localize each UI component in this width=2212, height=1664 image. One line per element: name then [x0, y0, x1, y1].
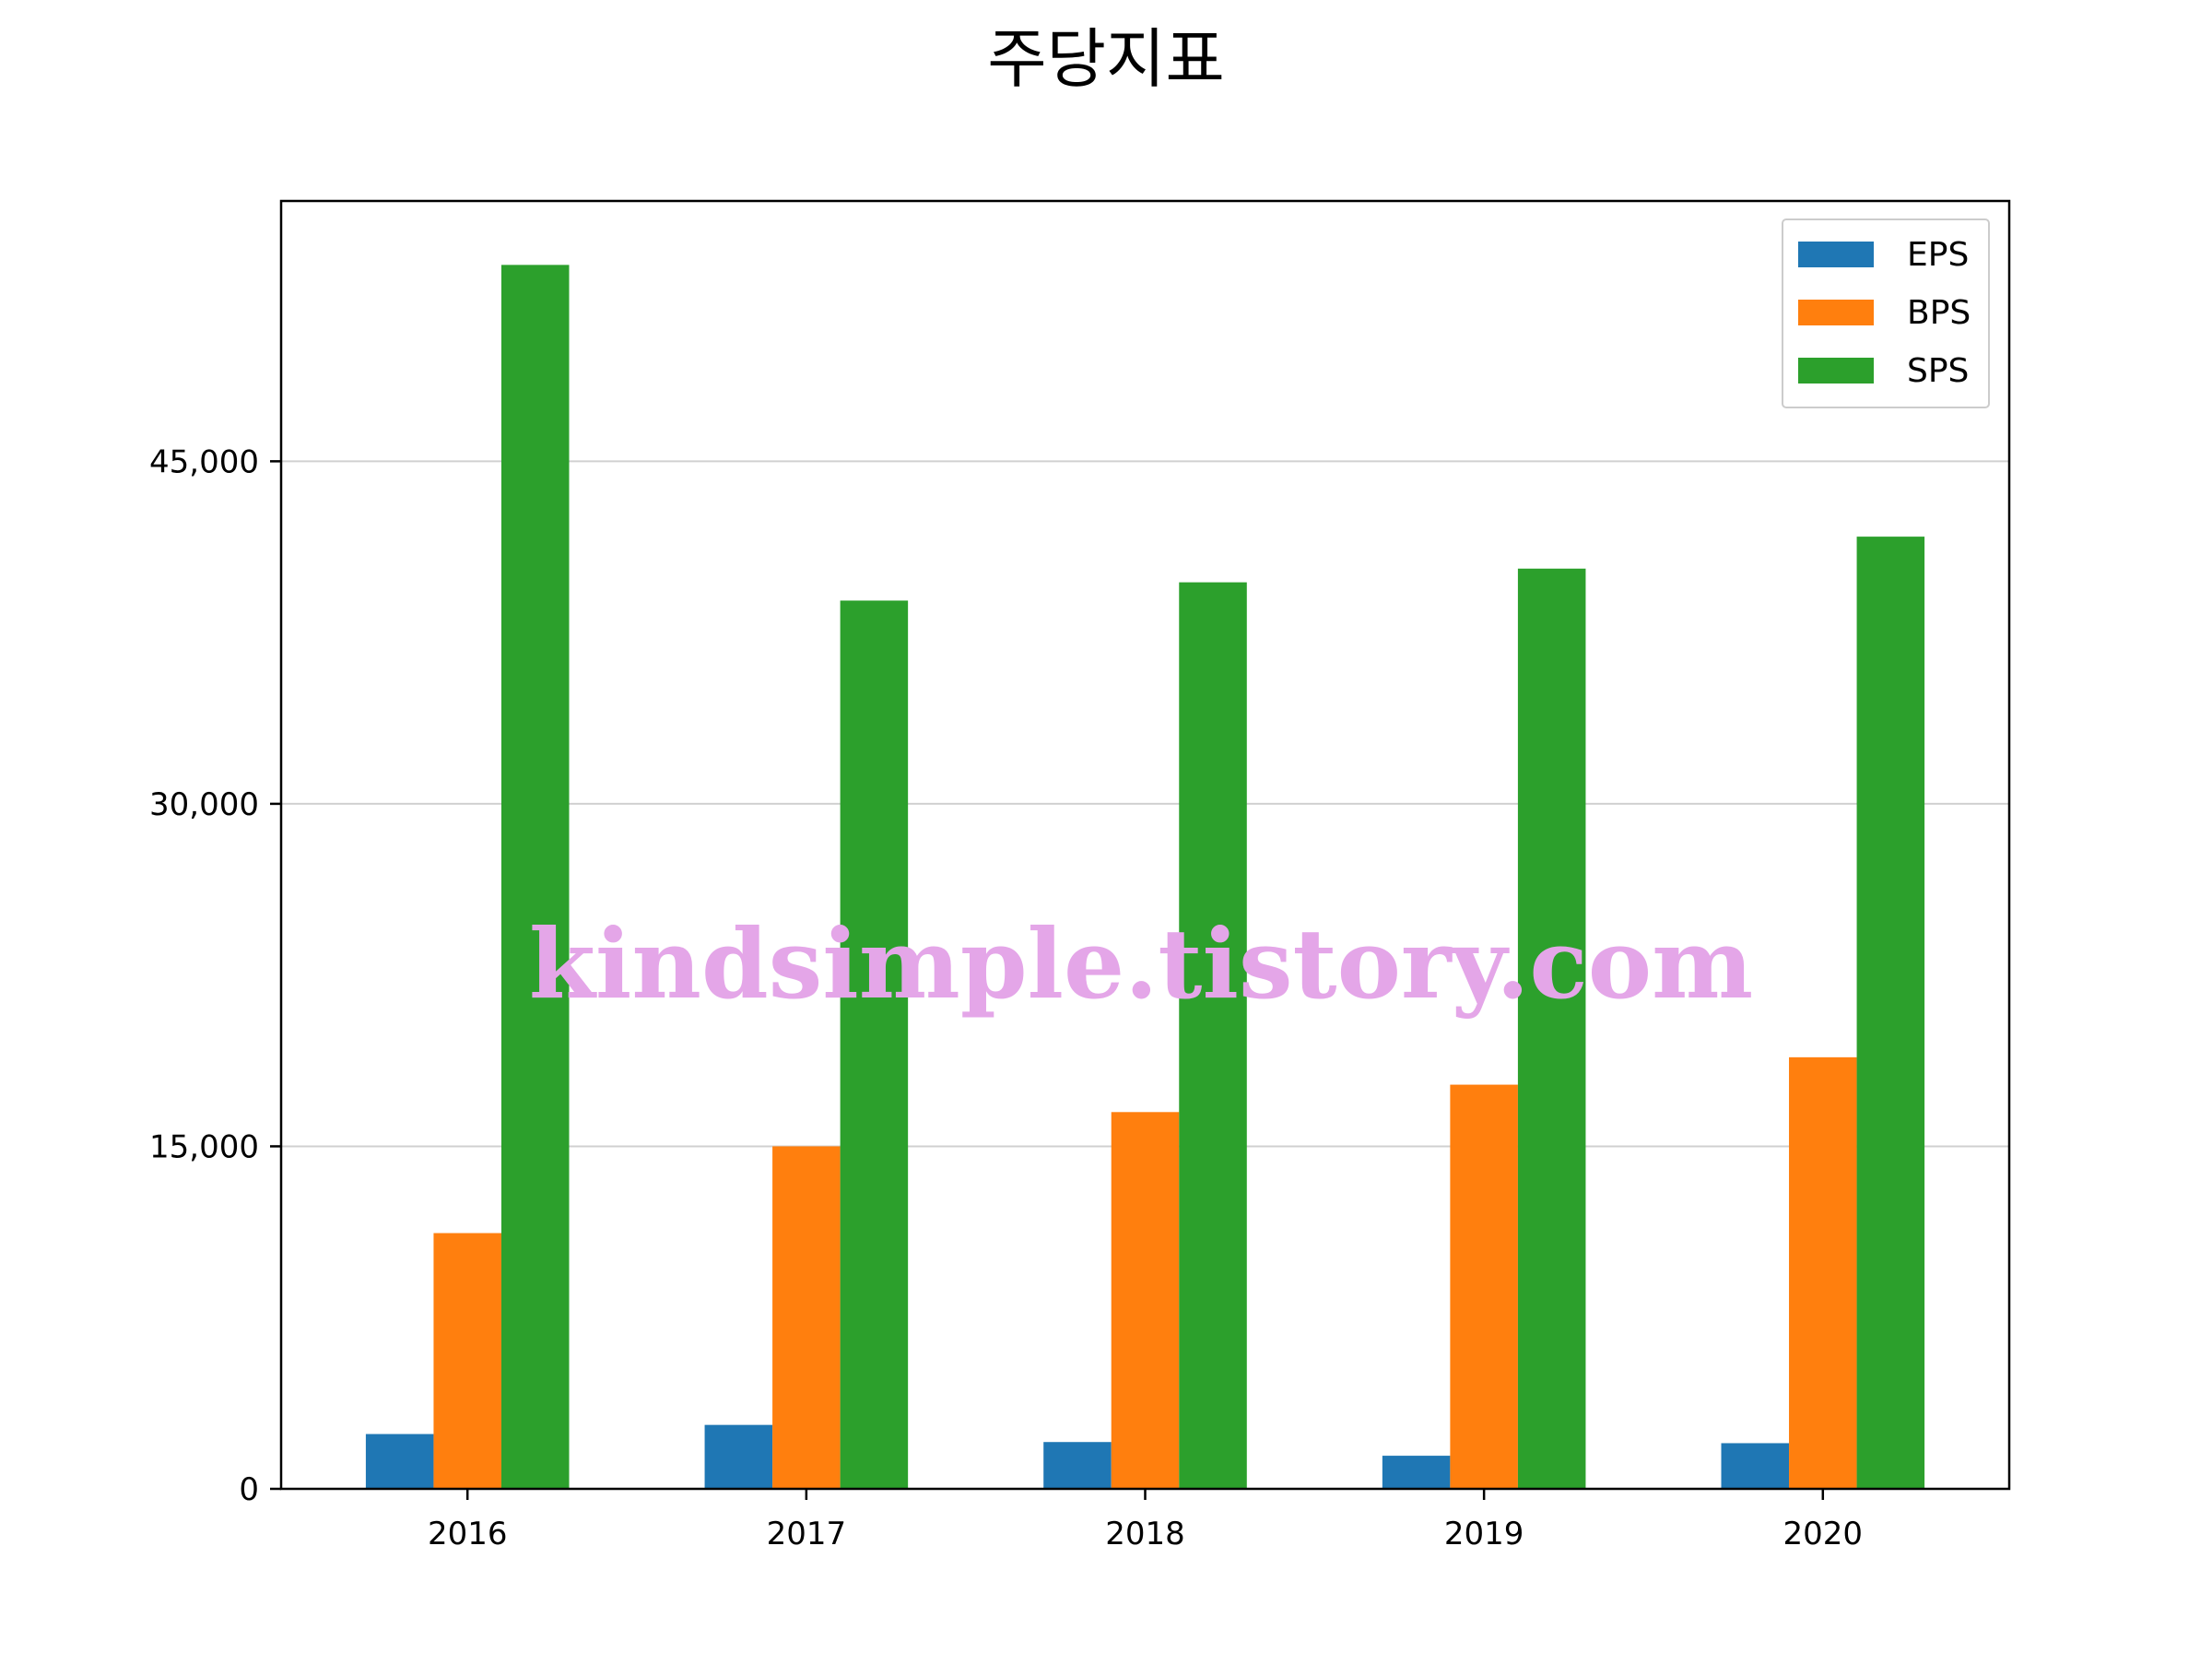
x-axis-ticks: 2016 2017 2018 2019 2020 [428, 1489, 1863, 1552]
legend-label-eps: EPS [1907, 236, 1969, 274]
legend: EPS BPS SPS [1782, 218, 1990, 408]
legend-swatch-sps [1798, 358, 1874, 384]
legend-label-sps: SPS [1907, 352, 1969, 390]
x-tick-label-2016: 2016 [428, 1516, 508, 1552]
bar-sps-2017 [840, 600, 909, 1489]
bar-eps-2016 [365, 1434, 434, 1489]
y-tick-label-1: 15,000 [149, 1128, 259, 1165]
bar-bps-2020 [1789, 1056, 1857, 1489]
bar-eps-2018 [1043, 1442, 1112, 1489]
bar-bps-2017 [772, 1146, 841, 1489]
watermark-text: kindsimple.tistory.com [529, 907, 1753, 1021]
x-tick-label-2017: 2017 [767, 1516, 847, 1552]
bar-eps-2019 [1382, 1456, 1451, 1489]
x-tick-label-2018: 2018 [1105, 1516, 1185, 1552]
bar-bps-2016 [433, 1233, 501, 1489]
y-tick-label-3: 45,000 [149, 443, 259, 480]
bars [365, 265, 1925, 1489]
legend-label-bps: BPS [1907, 294, 1971, 332]
bar-eps-2020 [1721, 1443, 1790, 1489]
bar-sps-2020 [1856, 537, 1925, 1489]
y-axis-ticks: 0 15,000 30,000 45,000 [149, 443, 281, 1508]
bar-bps-2018 [1111, 1112, 1180, 1489]
bar-sps-2018 [1179, 582, 1247, 1489]
legend-swatch-eps [1798, 242, 1874, 267]
chart-title: 주당지표 [987, 21, 1225, 97]
bar-sps-2019 [1517, 568, 1586, 1489]
y-tick-label-2: 30,000 [149, 786, 259, 823]
x-tick-label-2019: 2019 [1444, 1516, 1524, 1552]
bar-eps-2017 [704, 1424, 773, 1489]
y-tick-label-0: 0 [239, 1471, 259, 1508]
legend-swatch-bps [1798, 300, 1874, 325]
bar-sps-2016 [500, 265, 570, 1489]
x-tick-label-2020: 2020 [1783, 1516, 1864, 1552]
bar-bps-2019 [1450, 1084, 1518, 1489]
